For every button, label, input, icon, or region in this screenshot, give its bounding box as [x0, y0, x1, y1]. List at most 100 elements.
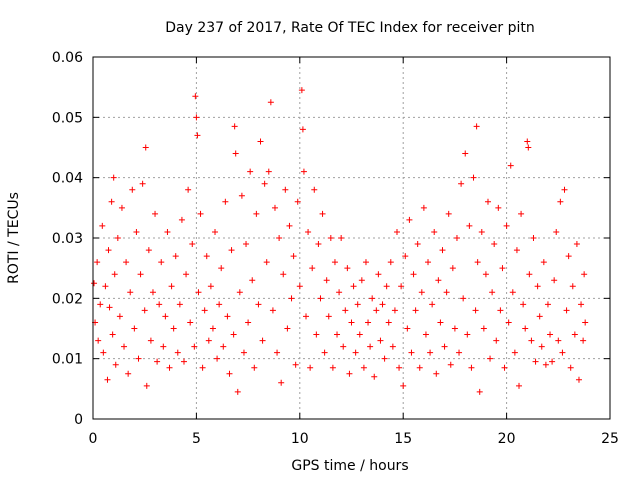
- data-point-0-185: [453, 235, 460, 241]
- data-point-0-70: [220, 343, 227, 350]
- data-point-0-35: [152, 210, 159, 217]
- data-point-0-202: [487, 355, 494, 362]
- data-point-0-173: [429, 301, 436, 308]
- data-point-0-117: [313, 331, 320, 338]
- data-point-0-154: [389, 343, 396, 350]
- data-point-0-182: [447, 361, 454, 368]
- data-point-0-145: [371, 373, 378, 380]
- data-point-0-49: [180, 358, 187, 365]
- data-point-0-60: [199, 364, 206, 371]
- data-point-0-197: [476, 388, 483, 395]
- data-point-0-119: [317, 295, 324, 302]
- data-point-0-125: [329, 364, 336, 371]
- data-point-0-44: [170, 325, 177, 332]
- data-point-0-200: [482, 271, 489, 278]
- data-point-0-98: [276, 235, 283, 241]
- data-point-0-241: [565, 253, 572, 260]
- data-point-0-218: [520, 301, 527, 308]
- data-point-0-162: [406, 216, 413, 223]
- data-point-0-169: [420, 204, 427, 211]
- data-point-0-155: [391, 307, 398, 314]
- data-point-0-237: [557, 198, 564, 205]
- data-point-0-227: [536, 313, 543, 320]
- data-point-0-110: [299, 126, 306, 133]
- data-point-0-16: [114, 235, 121, 241]
- data-point-0-80: [238, 192, 245, 199]
- data-point-0-235: [553, 228, 560, 235]
- data-point-0-25: [133, 228, 140, 235]
- data-point-0-199: [480, 325, 487, 332]
- data-point-0-165: [412, 307, 419, 314]
- data-point-0-168: [418, 289, 425, 296]
- data-point-0-151: [383, 283, 390, 290]
- data-point-0-71: [222, 198, 229, 205]
- data-point-0-178: [439, 247, 446, 254]
- y-tick-label-3: 0.03: [52, 231, 83, 247]
- data-point-0-149: [379, 301, 386, 308]
- data-point-0-228: [538, 343, 545, 350]
- y-tick-label-0: 0: [74, 412, 83, 428]
- data-point-0-236: [555, 337, 562, 344]
- data-point-0-204: [491, 241, 498, 248]
- data-point-0-216: [516, 382, 523, 389]
- data-point-0-48: [178, 216, 185, 223]
- x-tick-label-1: 5: [192, 431, 201, 447]
- data-point-0-51: [185, 186, 192, 193]
- data-point-0-105: [290, 253, 297, 260]
- data-point-0-246: [575, 376, 582, 383]
- data-point-0-86: [251, 364, 258, 371]
- data-point-0-17: [116, 313, 123, 320]
- data-point-0-68: [216, 301, 223, 308]
- data-point-0-131: [342, 307, 349, 314]
- data-point-0-175: [433, 370, 440, 377]
- data-point-0-33: [147, 337, 154, 344]
- data-point-0-8: [104, 376, 111, 383]
- data-point-0-56: [193, 114, 200, 121]
- data-point-0-150: [381, 355, 388, 362]
- data-point-0-184: [451, 325, 458, 332]
- data-point-0-238: [559, 349, 566, 356]
- data-point-0-83: [245, 319, 252, 326]
- data-point-0-29: [141, 307, 148, 314]
- data-point-0-34: [149, 289, 156, 296]
- data-point-0-167: [416, 364, 423, 371]
- y-axis-title: ROTI / TECUs: [6, 192, 22, 284]
- data-point-0-65: [209, 325, 216, 332]
- data-point-0-250: [582, 319, 589, 326]
- data-point-0-192: [468, 364, 475, 371]
- data-point-0-144: [369, 295, 376, 302]
- data-point-0-43: [168, 283, 175, 290]
- data-point-0-205: [493, 337, 500, 344]
- data-point-0-111: [300, 168, 307, 175]
- data-point-0-76: [231, 123, 238, 130]
- axis-ticks: 0 5 10 15 20 25 0 0.01 0.02 0.03 0.04 0.05 0.06: [52, 50, 619, 447]
- data-point-0-172: [427, 349, 434, 356]
- data-point-0-3: [95, 337, 102, 344]
- data-point-0-0: [91, 280, 98, 287]
- x-tick-label-2: 10: [291, 431, 309, 447]
- data-point-0-100: [280, 271, 287, 278]
- data-point-0-166: [414, 241, 421, 248]
- data-point-0-89: [257, 138, 264, 145]
- data-point-0-139: [358, 277, 365, 284]
- data-point-0-5: [99, 222, 106, 229]
- data-point-0-225: [532, 358, 539, 365]
- data-point-0-174: [431, 228, 438, 235]
- data-point-0-186: [456, 349, 463, 356]
- data-point-0-18: [118, 204, 125, 211]
- data-point-0-180: [443, 289, 450, 296]
- data-point-0-201: [484, 198, 491, 205]
- data-point-0-171: [425, 259, 432, 266]
- data-point-0-14: [111, 271, 118, 278]
- data-point-0-26: [135, 355, 142, 362]
- data-point-0-245: [573, 241, 580, 248]
- data-point-0-77: [232, 150, 239, 157]
- data-point-0-126: [331, 259, 338, 266]
- data-point-0-211: [505, 319, 512, 326]
- data-point-0-36: [154, 358, 161, 365]
- data-point-0-187: [458, 180, 465, 187]
- data-point-0-207: [497, 307, 504, 314]
- data-point-0-118: [315, 241, 322, 248]
- x-tick-label-5: 25: [601, 431, 619, 447]
- data-point-0-88: [255, 301, 262, 308]
